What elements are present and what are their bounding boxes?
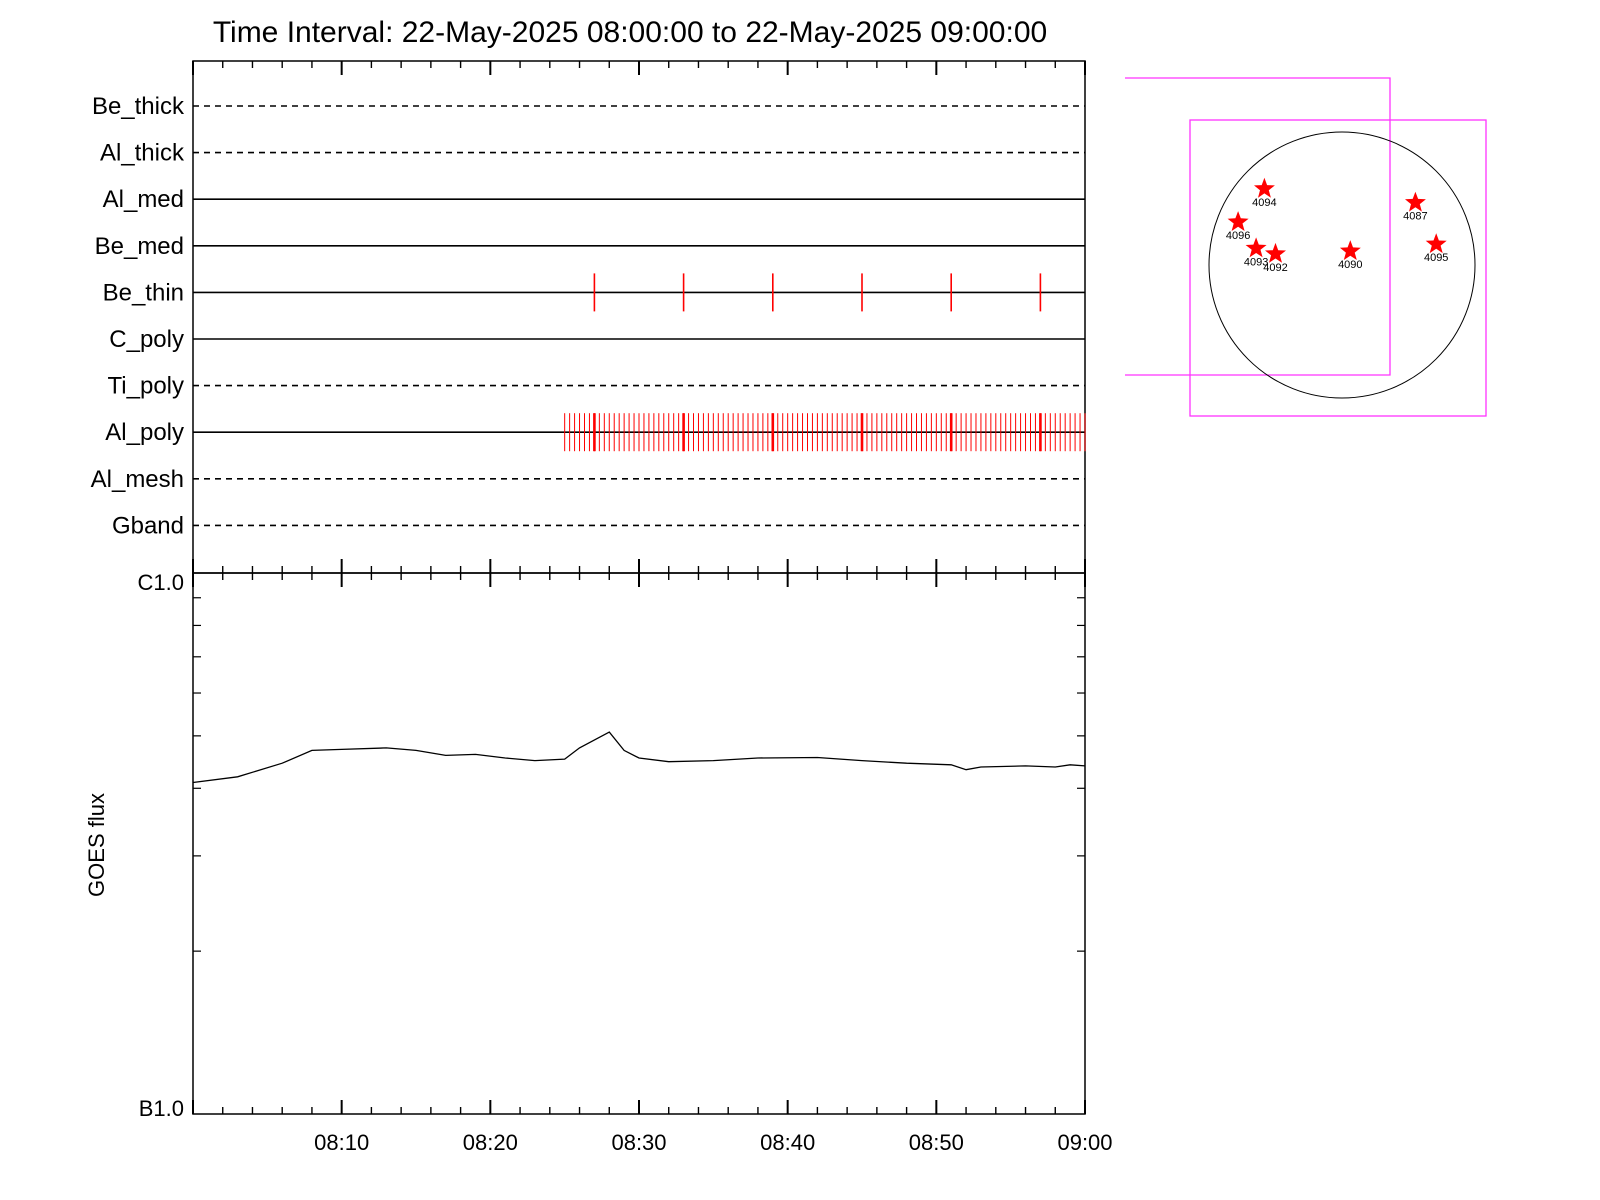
active-region-star: [1265, 242, 1286, 263]
flux-frame: [192, 572, 1086, 1115]
active-region-label: 4095: [1424, 252, 1448, 264]
active-region-label: 4092: [1263, 262, 1287, 274]
active-region-label: 4087: [1403, 211, 1427, 223]
active-region-label: 4090: [1338, 259, 1362, 271]
row-label-be-thick: Be_thick: [92, 93, 185, 120]
x-tick-label: 08:10: [314, 1130, 369, 1155]
row-label-ti-poly: Ti_poly: [108, 373, 184, 400]
row-label-gband: Gband: [112, 512, 184, 539]
timeline-frame: [192, 60, 1086, 574]
row-label-al-med: Al_med: [103, 186, 184, 213]
x-tick-label: 08:40: [760, 1130, 815, 1155]
active-region-star: [1405, 191, 1426, 212]
y-axis-label: GOES flux: [84, 793, 109, 897]
timeline-panel: Be_thick Al_thick Al_med Be_med Be_thin C_pol…: [91, 60, 1086, 574]
active-region-star: [1425, 233, 1447, 254]
x-tick-label: 09:00: [1057, 1130, 1112, 1155]
row-label-be-thin: Be_thin: [103, 279, 184, 306]
row-label-al-mesh: Al_mesh: [91, 466, 184, 493]
chart-title: Time Interval: 22-May-2025 08:00:00 to 2…: [213, 16, 1047, 49]
row-label-c-poly: C_poly: [109, 326, 184, 353]
fov-box-large: [1189, 119, 1487, 417]
y-tick-label-bottom: B1.0: [139, 1096, 184, 1121]
active-region-star: [1245, 237, 1267, 258]
active-region-label: 4096: [1226, 230, 1250, 242]
active-region-star: [1339, 240, 1361, 260]
active-region-star: [1254, 177, 1275, 198]
row-label-al-thick: Al_thick: [100, 140, 185, 167]
x-tick-label: 08:50: [909, 1130, 964, 1155]
active-region-label: 4094: [1252, 197, 1276, 209]
active-region-star: [1227, 211, 1249, 231]
y-tick-label-top: C1.0: [138, 570, 184, 595]
x-tick-label: 08:20: [463, 1130, 518, 1155]
x-tick-label: 08:30: [611, 1130, 666, 1155]
fov-box-offset: [1125, 77, 1391, 376]
row-label-al-poly: Al_poly: [105, 419, 184, 446]
solar-limb: [1208, 131, 1476, 399]
active-region-label: 4093: [1244, 256, 1268, 268]
goes-flux-panel: C1.0 B1.0 GOES flux 08:10 08:20 08:30 08:40 08:…: [84, 570, 1113, 1155]
row-label-be-med: Be_med: [95, 233, 184, 260]
goes-flux-line: [192, 731, 1086, 784]
